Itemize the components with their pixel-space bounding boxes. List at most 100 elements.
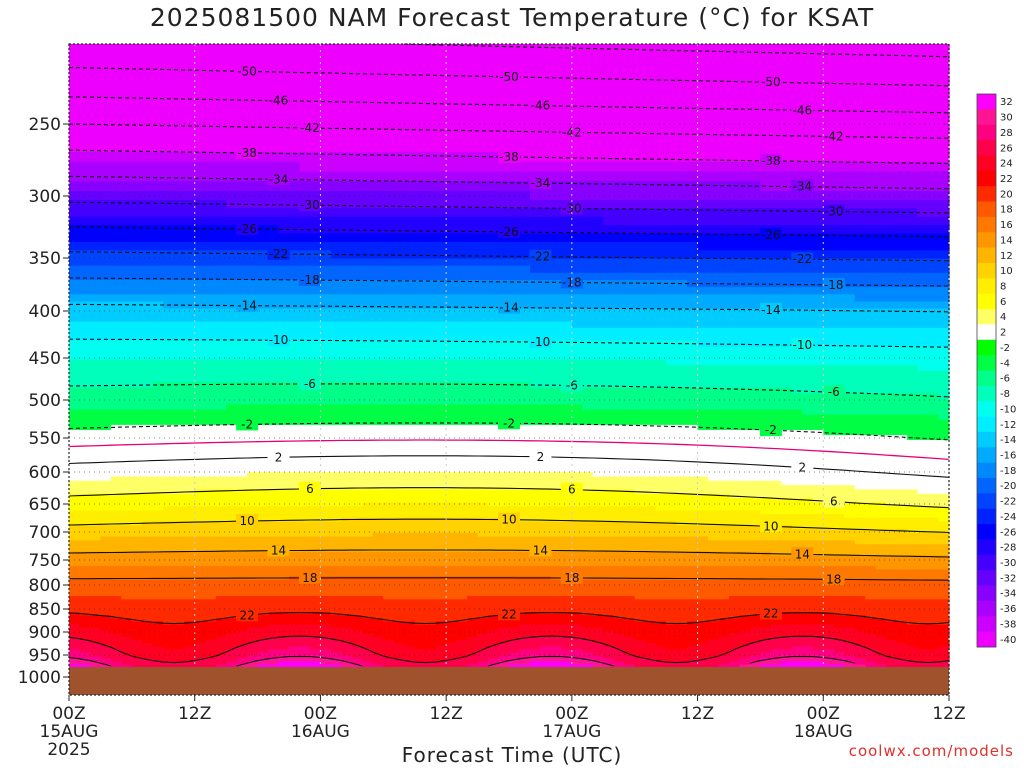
heat-cell xyxy=(163,453,175,459)
heat-cell xyxy=(372,404,384,411)
heat-cell xyxy=(278,440,290,446)
heat-cell xyxy=(467,315,479,323)
heat-cell xyxy=(498,586,510,591)
heat-cell xyxy=(79,208,91,218)
heat-cell xyxy=(163,569,175,574)
heat-cell xyxy=(320,493,332,499)
heat-cell xyxy=(393,525,405,530)
heat-cell xyxy=(278,652,290,657)
heat-cell xyxy=(299,630,311,635)
heat-cell xyxy=(278,609,290,613)
heat-cell xyxy=(247,435,259,441)
heat-cell xyxy=(69,301,81,310)
heat-cell xyxy=(226,636,238,641)
heat-cell xyxy=(215,200,227,209)
heat-cell xyxy=(383,559,395,564)
heat-cell xyxy=(320,294,332,303)
heat-cell xyxy=(142,485,154,490)
heat-cell xyxy=(414,463,426,469)
heat-cell xyxy=(90,661,102,666)
heat-cell xyxy=(205,424,217,431)
heat-cell xyxy=(404,636,416,641)
heat-cell xyxy=(425,517,437,523)
heat-cell xyxy=(414,655,426,660)
heat-cell xyxy=(184,430,196,436)
heat-cell xyxy=(404,265,416,274)
heat-cell xyxy=(163,233,175,243)
heat-cell xyxy=(456,315,468,323)
heat-cell xyxy=(121,440,133,446)
heat-cell xyxy=(351,409,363,416)
heat-cell xyxy=(247,171,259,182)
heat-cell xyxy=(425,340,437,348)
heat-cell xyxy=(372,559,384,564)
heat-cell xyxy=(194,627,206,632)
heat-cell xyxy=(488,440,500,446)
heat-cell xyxy=(341,532,353,538)
heat-cell xyxy=(509,493,521,499)
heat-cell xyxy=(142,171,154,182)
heat-cell xyxy=(194,280,206,288)
heat-cell xyxy=(299,506,311,511)
heat-cell xyxy=(519,52,531,66)
heat-cell xyxy=(310,602,322,607)
heat-cell xyxy=(310,551,322,557)
heat-cell xyxy=(121,280,133,288)
heat-cell xyxy=(488,664,500,668)
heat-cell xyxy=(330,409,342,416)
heat-cell xyxy=(131,615,143,619)
heat-cell xyxy=(456,152,468,163)
heat-cell xyxy=(467,513,479,519)
heat-cell xyxy=(383,414,395,421)
heat-cell xyxy=(226,566,238,571)
heat-cell xyxy=(236,559,248,564)
heat-cell xyxy=(69,308,81,316)
heat-cell xyxy=(351,280,363,288)
heat-cell xyxy=(467,544,479,549)
heat-cell xyxy=(509,579,521,584)
heat-cell xyxy=(90,132,102,143)
heat-cell xyxy=(498,321,510,329)
heat-cell xyxy=(404,633,416,638)
heat-cell xyxy=(446,399,458,405)
heat-cell xyxy=(509,602,521,607)
heat-cell xyxy=(100,376,112,383)
heat-cell xyxy=(467,233,479,243)
heat-cell xyxy=(299,409,311,416)
heat-cell xyxy=(362,440,374,446)
heat-cell xyxy=(100,602,112,607)
heat-cell xyxy=(509,658,521,663)
heat-cell xyxy=(351,476,363,482)
heat-cell xyxy=(446,258,458,267)
heat-cell xyxy=(215,112,227,124)
heat-cell xyxy=(488,467,500,473)
heat-cell xyxy=(121,493,133,499)
heat-cell xyxy=(446,453,458,459)
heat-cell xyxy=(194,485,206,490)
heat-cell xyxy=(152,112,164,124)
heat-cell xyxy=(236,605,248,610)
heat-cell xyxy=(414,287,426,295)
heat-cell xyxy=(393,655,405,660)
heat-cell xyxy=(425,414,437,421)
heat-cell xyxy=(236,630,248,635)
heat-cell xyxy=(372,181,384,192)
heat-cell xyxy=(299,658,311,663)
heat-cell xyxy=(477,359,489,366)
heat-cell xyxy=(404,532,416,538)
heat-cell xyxy=(351,640,363,644)
heat-cell xyxy=(236,583,248,587)
heat-cell xyxy=(268,493,280,499)
heat-cell xyxy=(90,572,102,577)
heat-cell xyxy=(226,353,238,361)
heat-cell xyxy=(100,489,112,495)
heat-cell xyxy=(351,200,363,209)
heat-cell xyxy=(383,387,395,395)
heat-cell xyxy=(362,280,374,288)
heat-cell xyxy=(372,208,384,218)
heat-cell xyxy=(184,559,196,564)
heat-cell xyxy=(194,142,206,153)
heat-cell xyxy=(330,387,342,395)
heat-cell xyxy=(268,658,280,663)
heat-cell xyxy=(194,510,206,515)
